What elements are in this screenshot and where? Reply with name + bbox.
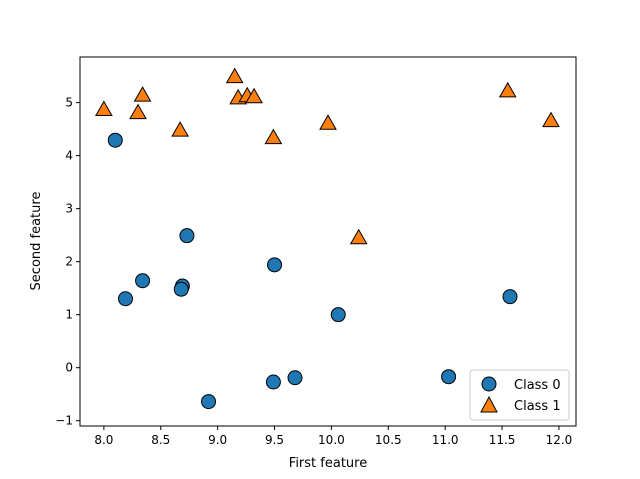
point-class-0-11 [441,369,457,385]
point-class-0-10 [330,307,346,323]
x-tick-label-7: 11.5 [489,433,516,447]
point-class-1-12 [542,111,560,128]
y-tick-label-4: 3 [65,202,73,216]
point-class-0-2 [135,273,151,289]
point-class-1-4 [225,67,244,84]
y-axis-label: Second feature [29,192,44,291]
y-tick-label-0: −1 [55,414,73,428]
point-class-1-1 [129,103,147,120]
y-tick-label-5: 4 [65,149,73,163]
x-tick-label-5: 10.5 [375,433,402,447]
x-axis-ticks: 8.0 8.5 9.0 9.5 10.0 10.5 11.0 11.5 12.0 [94,426,572,447]
x-tick-label-4: 10.0 [318,433,345,447]
legend: Class 0 Class 1 [469,369,570,421]
x-tick-label-8: 12.0 [546,433,573,447]
point-class-1-8 [264,128,283,145]
x-tick-label-0: 8.0 [94,433,113,447]
point-class-0-9 [287,370,303,386]
point-class-0-12 [502,289,518,305]
point-class-0-7 [265,374,281,390]
point-class-1-7 [245,87,263,104]
y-tick-label-3: 2 [65,255,73,269]
x-tick-label-1: 8.5 [151,433,170,447]
x-tick-label-3: 9.5 [265,433,284,447]
legend-label-class-1: Class 1 [514,399,561,414]
legend-label-class-0: Class 0 [514,378,561,393]
point-class-0-4 [173,281,189,297]
y-tick-label-1: 0 [65,361,73,375]
point-class-1-3 [171,121,189,137]
point-class-1-2 [133,86,152,102]
y-tick-label-6: 5 [65,96,73,110]
point-class-0-8 [267,257,283,273]
y-axis-ticks: −1 0 1 2 3 4 5 [55,96,80,428]
point-class-1-0 [95,100,113,116]
plot-markers [95,67,560,410]
x-tick-label-6: 11.0 [432,433,459,447]
x-tick-label-2: 9.0 [208,433,227,447]
point-class-1-10 [349,228,368,245]
point-class-0-6 [201,394,217,410]
point-class-1-11 [498,81,517,98]
point-class-0-0 [107,132,123,148]
point-class-0-1 [118,291,134,307]
point-class-0-5 [179,228,195,244]
point-class-1-9 [319,114,337,130]
y-tick-label-2: 1 [65,308,73,322]
legend-marker-class-0 [481,376,497,392]
x-axis-label: First feature [289,456,367,471]
plot-frame [79,56,577,427]
legend-marker-class-1 [480,395,498,413]
